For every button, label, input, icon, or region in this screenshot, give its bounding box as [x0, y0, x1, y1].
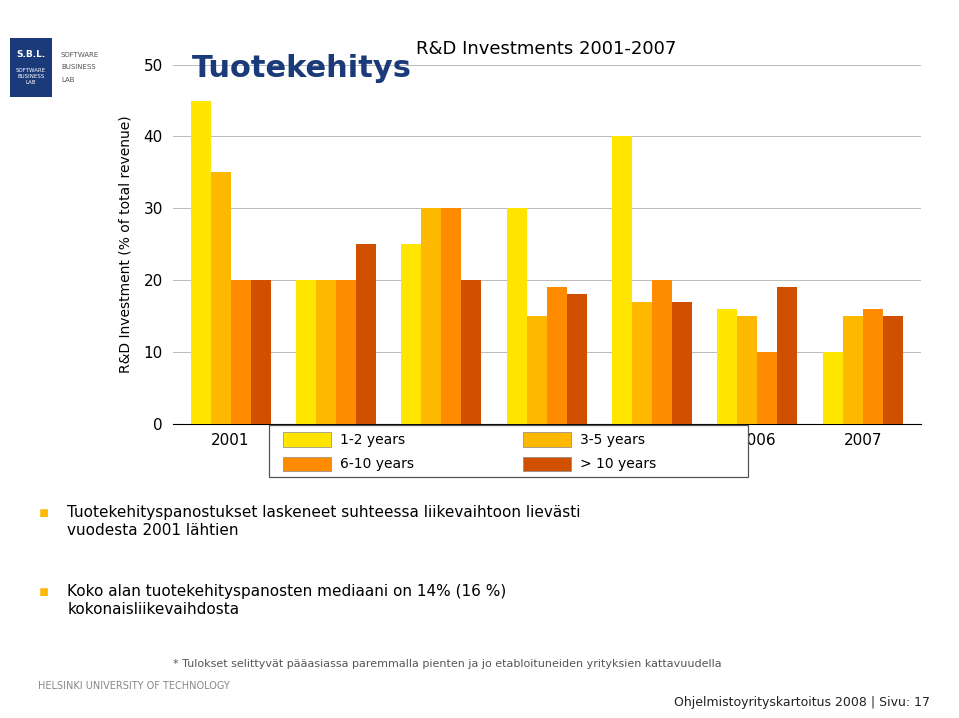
Text: 1-2 years: 1-2 years: [340, 433, 406, 447]
Bar: [778, 287, 797, 424]
Bar: [843, 316, 863, 424]
FancyBboxPatch shape: [523, 432, 571, 447]
Bar: [758, 352, 778, 424]
FancyBboxPatch shape: [283, 457, 331, 471]
Text: BUSINESS: BUSINESS: [61, 65, 96, 70]
Bar: [737, 316, 758, 424]
Text: SOFTWARE
BUSINESS
LAB: SOFTWARE BUSINESS LAB: [15, 67, 46, 85]
Bar: [10, 38, 52, 97]
Text: SOFTWARE: SOFTWARE: [61, 52, 99, 57]
Bar: [567, 294, 587, 424]
Bar: [336, 280, 356, 424]
FancyBboxPatch shape: [283, 432, 331, 447]
Text: * Tulokset selittyvät pääasiassa paremmalla pienten ja jo etabloituneiden yrityk: * Tulokset selittyvät pääasiassa paremma…: [173, 659, 721, 669]
Title: R&D Investments 2001-2007: R&D Investments 2001-2007: [416, 39, 677, 57]
Bar: [547, 287, 567, 424]
Bar: [296, 280, 316, 424]
FancyBboxPatch shape: [269, 425, 748, 477]
Bar: [356, 244, 376, 424]
Text: Koko alan tuotekehityspanosten mediaani on 14% (16 %)
kokonaisliikevaihdosta: Koko alan tuotekehityspanosten mediaani …: [67, 584, 506, 617]
Bar: [506, 208, 526, 424]
Text: Tuotekehityspanostukset laskeneet suhteessa liikevaihtoon lievästi
vuodesta 2001: Tuotekehityspanostukset laskeneet suhtee…: [67, 505, 580, 538]
Bar: [882, 316, 902, 424]
Bar: [230, 280, 250, 424]
Text: ◾: ◾: [38, 585, 49, 599]
Text: S.B.L.: S.B.L.: [16, 50, 45, 59]
Bar: [211, 172, 230, 424]
Bar: [250, 280, 270, 424]
Text: > 10 years: > 10 years: [580, 457, 657, 471]
Bar: [717, 309, 737, 424]
Bar: [191, 101, 211, 424]
Y-axis label: R&D Investment (% of total revenue): R&D Investment (% of total revenue): [118, 116, 132, 373]
Bar: [612, 136, 632, 424]
Text: ◾: ◾: [38, 506, 49, 520]
Bar: [632, 302, 652, 424]
Bar: [863, 309, 882, 424]
Bar: [672, 302, 692, 424]
Text: 3-5 years: 3-5 years: [580, 433, 645, 447]
Text: LAB: LAB: [61, 78, 75, 83]
Bar: [526, 316, 547, 424]
Text: HELSINKI UNIVERSITY OF TECHNOLOGY: HELSINKI UNIVERSITY OF TECHNOLOGY: [38, 681, 230, 691]
Bar: [652, 280, 672, 424]
Bar: [461, 280, 481, 424]
FancyBboxPatch shape: [523, 457, 571, 471]
Text: Tuotekehitys: Tuotekehitys: [192, 54, 411, 83]
Bar: [401, 244, 421, 424]
Text: 6-10 years: 6-10 years: [340, 457, 414, 471]
Bar: [823, 352, 843, 424]
Bar: [441, 208, 461, 424]
Bar: [316, 280, 336, 424]
Text: Ohjelmistoyrityskartoitus 2008 | Sivu: 17: Ohjelmistoyrityskartoitus 2008 | Sivu: 1…: [674, 696, 930, 709]
Bar: [421, 208, 441, 424]
